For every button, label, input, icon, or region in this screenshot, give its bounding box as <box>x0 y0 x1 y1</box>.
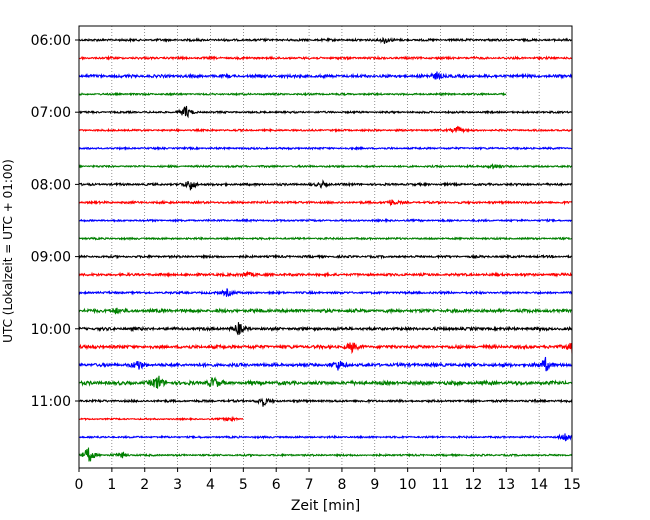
trace-line <box>78 125 573 134</box>
y-tick-label: 06:00 <box>31 33 71 49</box>
x-tick-label: 9 <box>370 477 379 493</box>
trace-line <box>78 36 573 44</box>
x-tick-label: 6 <box>272 477 281 493</box>
x-tick-label: 12 <box>464 477 482 493</box>
trace-line <box>78 433 573 442</box>
trace-line <box>78 322 573 336</box>
y-axis-ticks: 06:00 07:00 08:00 09:00 10:00 11:00 <box>31 33 79 410</box>
traces <box>78 36 573 462</box>
y-tick-label: 07:00 <box>31 105 71 121</box>
x-tick-label: 3 <box>173 477 182 493</box>
trace-line <box>78 253 573 260</box>
trace-line <box>78 145 573 151</box>
trace-line <box>78 342 573 355</box>
plot-frame <box>78 25 573 469</box>
x-tick-label: 11 <box>432 477 450 493</box>
trace-line <box>78 71 573 81</box>
y-axis-label: UTC (Lokalzeit = UTC + 01:00) <box>1 159 15 343</box>
trace-line <box>78 91 507 97</box>
y-tick-label: 09:00 <box>31 250 71 266</box>
trace-line <box>78 105 573 119</box>
x-tick-label: 10 <box>399 477 417 493</box>
trace-line <box>78 397 573 407</box>
x-tick-label: 7 <box>305 477 314 493</box>
y-tick-label: 10:00 <box>31 322 71 338</box>
y-tick-label: 11:00 <box>31 394 71 410</box>
trace-line <box>78 217 573 224</box>
trace-line <box>78 356 573 372</box>
trace-line <box>78 199 573 207</box>
trace-line <box>78 288 573 297</box>
trace-line <box>78 415 244 423</box>
x-tick-label: 15 <box>563 477 581 493</box>
x-tick-label: 1 <box>107 477 116 493</box>
trace-line <box>78 179 573 191</box>
trace-line <box>78 163 573 170</box>
x-tick-label: 13 <box>497 477 515 493</box>
x-tick-label: 4 <box>206 477 215 493</box>
trace-line <box>78 54 573 62</box>
x-tick-label: 2 <box>140 477 149 493</box>
x-axis-ticks: 0 1 2 3 4 5 6 7 8 9 10 11 12 13 14 15 <box>75 468 581 493</box>
trace-line <box>78 307 573 315</box>
trace-line <box>78 235 573 242</box>
x-tick-label: 5 <box>239 477 248 493</box>
y-tick-label: 08:00 <box>31 177 71 193</box>
trace-line <box>78 447 573 462</box>
x-tick-label: 0 <box>75 477 84 493</box>
x-axis-label: Zeit [min] <box>291 498 360 514</box>
x-tick-label: 8 <box>337 477 346 493</box>
trace-line <box>78 270 573 278</box>
trace-line <box>78 375 573 389</box>
x-tick-label: 14 <box>530 477 548 493</box>
